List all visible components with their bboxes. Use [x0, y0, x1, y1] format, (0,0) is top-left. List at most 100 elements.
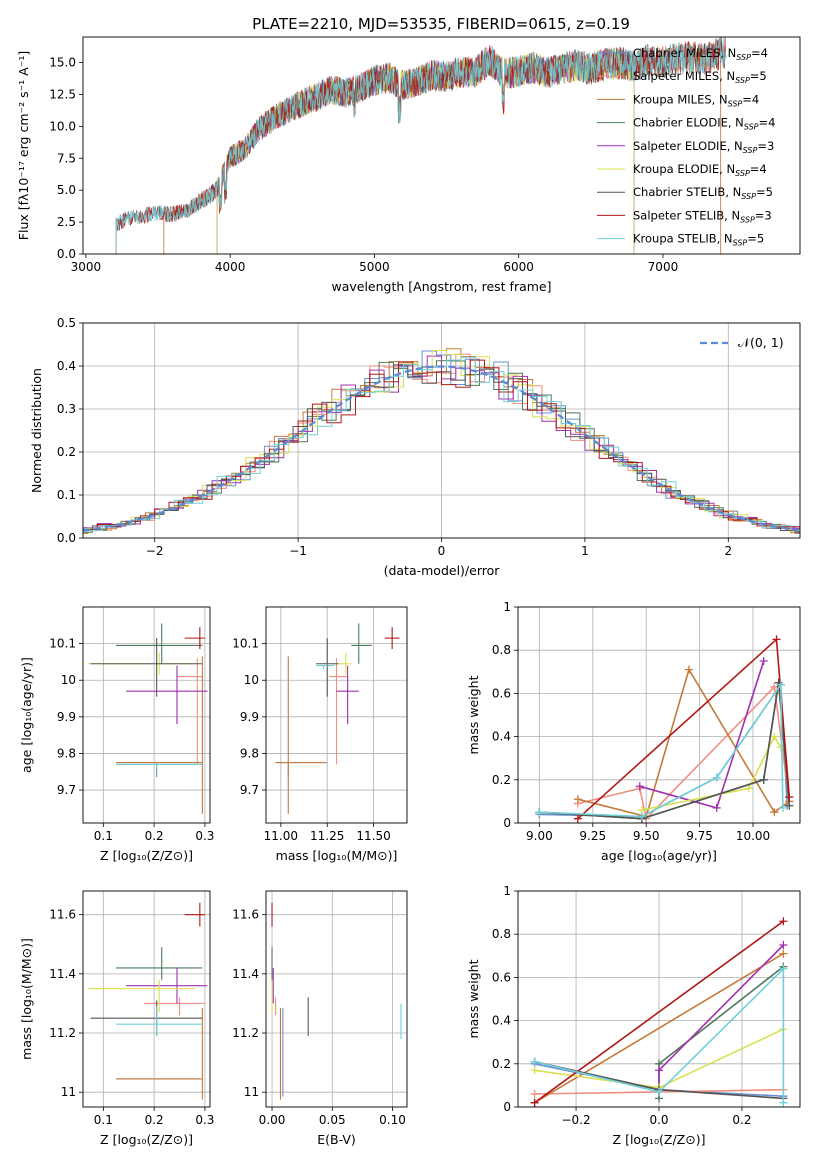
weight-marker: [655, 1066, 663, 1075]
y-tick-label: 1: [503, 600, 511, 614]
y-tick-label: 9.9: [240, 710, 259, 724]
x-tick-label: 3000: [71, 260, 102, 274]
errorbar-point: [116, 947, 203, 980]
spectrum-line: [115, 37, 727, 254]
mass-vs-extinction-panel: 0.00 0.05 0.10 11 11.2 11.4 11.6 E(B-V): [232, 890, 408, 1147]
errorbar-point: [90, 1000, 203, 1036]
weight-marker: [684, 665, 693, 674]
x-tick-label: 0.2: [145, 1113, 164, 1127]
x-tick-label: 0.1: [94, 829, 113, 843]
weight-marker: [655, 1087, 663, 1096]
histogram-step: [83, 350, 800, 532]
plot-frame: [82, 36, 801, 255]
y-tick-label: 11.2: [49, 1026, 76, 1040]
weight-marker: [770, 732, 779, 741]
y-tick-label: 0.6: [492, 970, 511, 984]
x-tick-label: 0.1: [94, 1113, 113, 1127]
weight-marker: [637, 812, 646, 821]
x-tick-label: −2: [146, 544, 164, 558]
errorbar-point: [116, 656, 203, 814]
y-tick-label: 11: [61, 1085, 76, 1099]
weight-series: [539, 682, 780, 820]
y-tick-label: 10: [244, 673, 259, 687]
y-tick-label: 0.8: [492, 643, 511, 657]
weight-marker: [770, 808, 779, 817]
y-axis-label: mass weight: [466, 959, 481, 1038]
y-tick-label: 0.4: [492, 730, 511, 744]
x-tick-label: −1: [289, 544, 307, 558]
y-tick-label: 11: [244, 1085, 259, 1099]
y-tick-label: 0.0: [57, 247, 76, 261]
weight-vs-age-panel: 9.00 9.25 9.50 9.75 10.00 0 0.2 0.4 0.6 0.8 1 age […: [466, 600, 801, 863]
weight-marker: [779, 949, 788, 958]
y-tick-label: 12.5: [49, 87, 76, 101]
y-tick-label: 11.4: [49, 967, 76, 981]
errorbar-point: [126, 665, 208, 725]
y-tick-label: 0.0: [57, 531, 76, 545]
legend-label: Kroupa MILES, NSSP=4: [633, 92, 759, 108]
x-axis-label: Z [log₁₀(Z/Z⊙)]: [100, 848, 193, 863]
errorbar-point: [184, 627, 205, 650]
y-tick-label: 15.0: [49, 56, 76, 70]
errorbar-point: [90, 638, 203, 697]
errorbar-point: [316, 665, 335, 670]
x-tick-label: 0.05: [319, 1113, 346, 1127]
weight-marker: [778, 803, 787, 812]
weight-marker: [530, 1090, 539, 1099]
y-tick-label: 9.8: [57, 746, 76, 760]
legend-label: Chabrier STELIB, NSSP=5: [633, 185, 773, 201]
weight-series: [534, 966, 785, 1103]
y-tick-label: 11.6: [232, 908, 259, 922]
y-tick-label: 9.9: [57, 710, 76, 724]
legend-label: Kroupa STELIB, NSSP=5: [633, 232, 764, 248]
y-tick-label: 10.0: [49, 119, 76, 133]
x-tick-label: 0.3: [195, 829, 214, 843]
weight-marker: [785, 801, 794, 810]
x-tick-label: 0.10: [379, 1113, 406, 1127]
plot-frame: [82, 890, 211, 1108]
x-tick-label: 9.75: [686, 829, 713, 843]
y-tick-label: 11.2: [232, 1026, 259, 1040]
y-tick-label: 0.2: [492, 1057, 511, 1071]
x-tick-label: 1: [581, 544, 589, 558]
figure-title: PLATE=2210, MJD=53535, FIBERID=0615, z=0…: [252, 15, 630, 33]
weight-marker: [785, 793, 794, 802]
age-vs-mass-panel: 11.00 11.25 11.50 9.7 9.8 9.9 10 10.1 mass [log₁…: [232, 606, 408, 863]
errorbar-point: [126, 967, 208, 1004]
y-tick-label: 11.4: [232, 967, 259, 981]
errorbar-point: [275, 656, 326, 814]
weight-marker: [759, 775, 768, 784]
x-axis-label: Z [log₁₀(Z/Z⊙)]: [100, 1132, 193, 1147]
legend-label: Salpeter ELODIE, NSSP=3: [633, 139, 774, 155]
x-axis-label: mass [log₁₀(M/M⊙)]: [276, 848, 398, 863]
y-tick-label: 0.4: [492, 1014, 511, 1028]
x-tick-label: 9.00: [526, 829, 553, 843]
x-axis-label: (data-model)/error: [384, 563, 501, 578]
weight-marker: [770, 682, 779, 691]
errorbar-point: [336, 665, 359, 725]
y-tick-label: 0.8: [492, 927, 511, 941]
y-tick-label: 0.6: [492, 686, 511, 700]
y-tick-label: 0: [503, 816, 511, 830]
weight-marker: [530, 1066, 539, 1075]
weight-marker: [744, 784, 753, 793]
weight-marker: [530, 1098, 539, 1107]
y-axis-label: mass weight: [466, 675, 481, 754]
errorbar-point: [384, 627, 400, 650]
y-tick-label: 9.8: [240, 746, 259, 760]
weight-series: [577, 637, 791, 820]
weight-marker: [772, 635, 781, 644]
legend-label: Kroupa ELODIE, NSSP=4: [633, 162, 767, 178]
weight-marker: [535, 808, 544, 817]
weight-marker: [759, 657, 768, 665]
age-vs-metallicity-panel: 0.1 0.2 0.3 9.7 9.8 9.9 10 10.1 Z [log₁₀(Z/Z⊙)] a…: [19, 606, 214, 863]
legend-label: 𝒩(0, 1): [738, 335, 784, 350]
x-tick-label: 11.00: [264, 829, 298, 843]
weight-marker: [776, 680, 785, 689]
errorbar-point: [88, 979, 195, 1013]
y-tick-label: 0.1: [57, 488, 76, 502]
weight-marker: [779, 917, 788, 926]
weight-marker: [779, 941, 788, 949]
x-axis-label: age [log₁₀(age/yr)]: [601, 848, 717, 863]
y-tick-label: 1: [503, 884, 511, 898]
